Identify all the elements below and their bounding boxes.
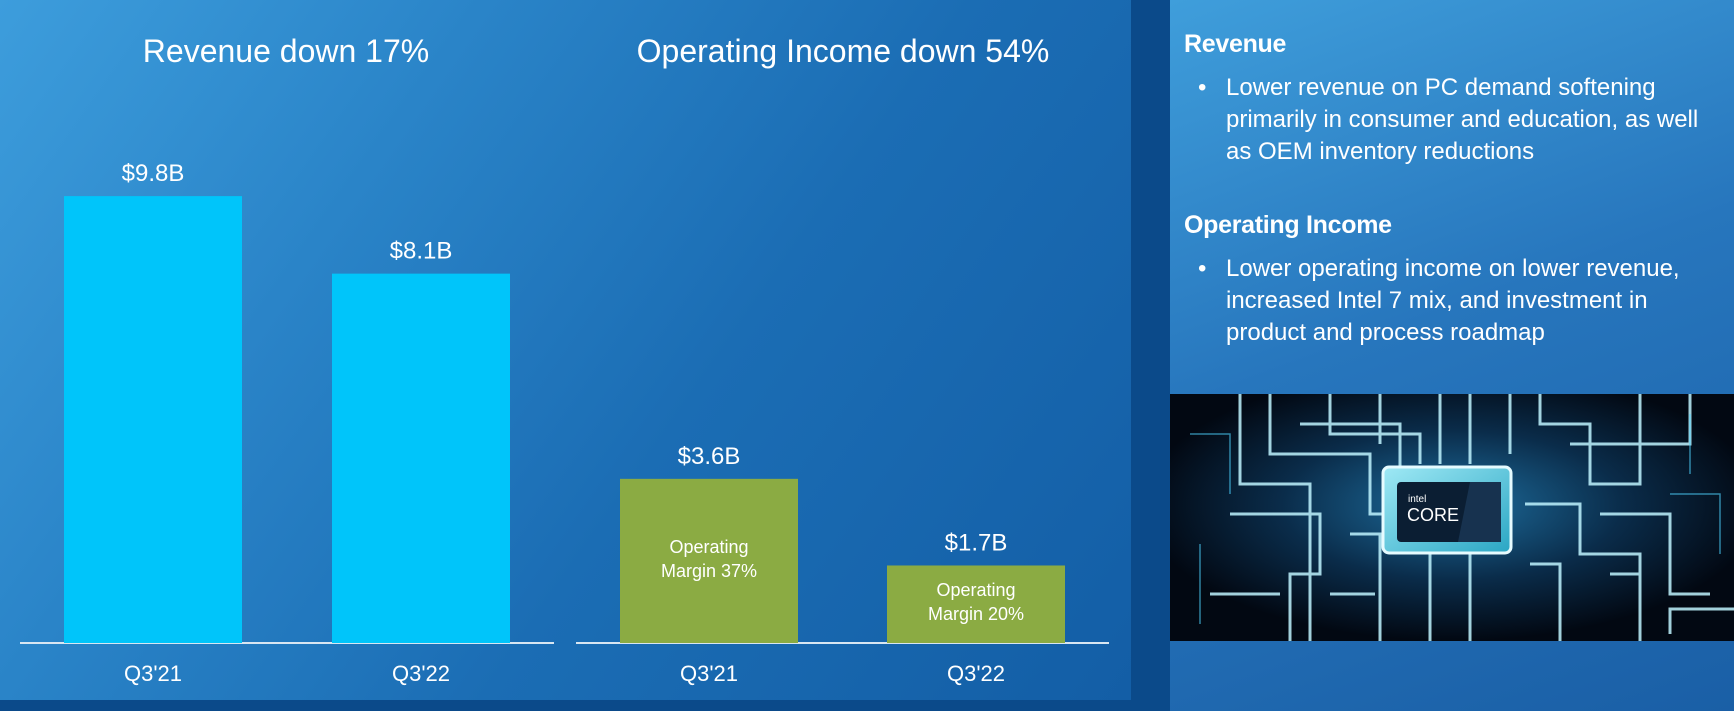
operating-income-chart-title: Operating Income down 54%	[637, 33, 1050, 69]
chip-brand-small: intel	[1408, 494, 1426, 505]
operating-income-margin-label-q322-line1: Operating	[936, 580, 1015, 600]
operating-income-margin-label-q321-line1: Operating	[669, 537, 748, 557]
operating-income-bar-q321	[620, 478, 798, 643]
intel-core-chip-image: intel CORE	[1170, 394, 1734, 641]
revenue-bar-q321	[64, 196, 242, 643]
operating-income-margin-label-q321-line2: Margin 37%	[661, 561, 757, 581]
revenue-value-label-q321: $9.8B	[122, 160, 185, 187]
operating-income-category-label-q321: Q3'21	[680, 661, 738, 686]
revenue-heading: Revenue	[1184, 30, 1287, 58]
revenue-bar-q322	[332, 273, 510, 643]
operating-income-bar-q322	[887, 565, 1065, 643]
operating-income-value-label-q322: $1.7B	[945, 529, 1008, 556]
charts-svg: Revenue down 17% $9.8B Q3'21 $8.1B Q3'22 Oper…	[20, 33, 1109, 686]
operating-income-heading: Operating Income	[1184, 211, 1392, 239]
operating-income-margin-label-q322-line2: Margin 20%	[928, 604, 1024, 624]
circuit-board-illustration: intel CORE	[1170, 394, 1734, 641]
operating-income-value-label-q321: $3.6B	[678, 443, 741, 470]
revenue-category-label-q321: Q3'21	[124, 661, 182, 686]
revenue-value-label-q322: $8.1B	[390, 238, 453, 265]
commentary-panel: Revenue Lower revenue on PC demand softe…	[1170, 0, 1734, 711]
revenue-category-label-q322: Q3'22	[392, 661, 450, 686]
operating-income-category-label-q322: Q3'22	[947, 661, 1005, 686]
revenue-chart-title: Revenue down 17%	[143, 33, 429, 69]
chip-brand-large: CORE	[1407, 505, 1459, 525]
charts-panel: Revenue down 17% $9.8B Q3'21 $8.1B Q3'22 Oper…	[0, 0, 1131, 700]
revenue-bullet: Lower revenue on PC demand softening pri…	[1198, 72, 1718, 168]
operating-income-bullet: Lower operating income on lower revenue,…	[1198, 253, 1718, 349]
